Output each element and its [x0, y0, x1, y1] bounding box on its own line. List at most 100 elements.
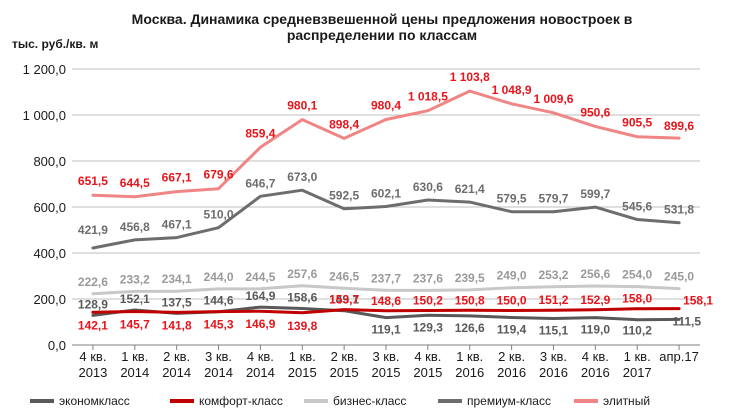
x-tick-label: 1 кв.	[624, 349, 651, 364]
data-label: 651,5	[78, 174, 108, 188]
series-line-2	[91, 284, 681, 296]
data-label: 146,9	[245, 317, 275, 331]
data-label: 249,0	[497, 269, 527, 283]
data-label: 602,1	[371, 187, 401, 201]
x-tick-label: 2014	[162, 365, 191, 380]
data-label: 244,5	[245, 270, 275, 284]
x-tick-label: 2015	[288, 365, 317, 380]
x-tick-label: 3 кв.	[372, 349, 399, 364]
data-label: 253,2	[538, 268, 568, 282]
data-label: 1 103,8	[450, 70, 490, 84]
data-label: 128,9	[78, 297, 108, 311]
data-label: 145,7	[120, 317, 150, 331]
data-label: 630,6	[413, 180, 443, 194]
gridlines	[72, 68, 700, 346]
data-label: 137,5	[162, 295, 192, 309]
x-tick-label: 2013	[78, 365, 107, 380]
data-label: 257,6	[287, 267, 317, 281]
y-tick-label: 1 000,0	[23, 108, 66, 123]
x-tick-label: 2016	[455, 365, 484, 380]
data-label: 1 018,5	[408, 90, 448, 104]
data-label: 152,1	[120, 292, 150, 306]
data-label: 254,0	[622, 268, 652, 282]
data-label: 245,0	[664, 270, 694, 284]
data-label: 115,1	[539, 324, 569, 338]
y-tick-label: 0,0	[48, 338, 66, 353]
data-label: 646,7	[245, 176, 275, 190]
data-label: 592,5	[329, 189, 359, 203]
data-label: 111,5	[672, 314, 701, 328]
x-tick-label: 2015	[413, 365, 442, 380]
data-label: 139,8	[287, 319, 317, 333]
data-label: 158,0	[622, 292, 652, 306]
legend-label: бизнес-класс	[333, 394, 406, 408]
data-label: 599,7	[580, 187, 610, 201]
data-label: 148,6	[371, 294, 401, 308]
data-label: 239,5	[455, 271, 485, 285]
data-label: 237,6	[413, 271, 443, 285]
x-tick-label: 2014	[204, 365, 233, 380]
data-label: 237,7	[371, 271, 401, 285]
x-tick-label: 2016	[497, 365, 526, 380]
data-label: 164,9	[245, 289, 275, 303]
data-label: 145,3	[204, 318, 234, 332]
data-label: 673,0	[287, 170, 317, 184]
data-label: 110,2	[623, 324, 653, 338]
x-tick-label: 2014	[246, 365, 275, 380]
y-axis-ticks: 0,0 200,0 400,0 600,0 800,0 1 000,0 1 200,0	[23, 62, 66, 353]
data-label: 421,9	[78, 223, 108, 237]
data-label: 222,6	[78, 275, 108, 289]
x-tick-label: 4 кв.	[414, 349, 441, 364]
chart-title-line-1: Москва. Динамика средневзвешенной цены п…	[132, 11, 633, 27]
data-label: 456,8	[120, 220, 150, 234]
y-tick-label: 800,0	[33, 154, 66, 169]
data-label: 899,6	[664, 119, 694, 133]
data-label: 579,5	[497, 192, 527, 206]
y-tick-label: 600,0	[33, 200, 66, 215]
data-label: 158,6	[287, 291, 317, 305]
x-tick-label: апр.17	[659, 349, 699, 364]
data-label: 679,6	[204, 168, 234, 182]
data-label: 545,6	[622, 200, 652, 214]
y-tick-label: 1 200,0	[23, 62, 66, 77]
x-tick-label: 1 кв.	[289, 349, 316, 364]
x-tick-label: 3 кв.	[205, 349, 232, 364]
data-label: 233,2	[120, 272, 150, 286]
y-tick-label: 400,0	[33, 246, 66, 261]
x-tick-label: 2016	[539, 365, 568, 380]
data-label: 621,4	[455, 182, 485, 196]
data-label: 141,8	[162, 318, 192, 332]
series-line-4	[91, 89, 681, 199]
data-label: 256,6	[580, 267, 610, 281]
legend-label: комфорт-класс	[199, 394, 283, 408]
x-tick-label: 4 кв.	[247, 349, 274, 364]
data-label: 467,1	[162, 218, 192, 232]
data-label: 859,4	[245, 126, 275, 140]
x-tick-label: 2015	[330, 365, 359, 380]
x-tick-label: 1 кв.	[121, 349, 148, 364]
legend-label: премиум-класс	[467, 394, 551, 408]
data-label: 579,7	[538, 192, 568, 206]
chart-title-line-2: распределении по классам	[287, 27, 477, 43]
data-label: 1 048,9	[492, 83, 532, 97]
data-label: 644,5	[120, 176, 150, 190]
series-line-1	[91, 307, 681, 315]
data-label: 150,0	[497, 294, 527, 308]
x-tick-label: 2017	[623, 365, 652, 380]
data-label: 149,1	[329, 293, 359, 307]
data-label: 244,0	[204, 270, 234, 284]
series-line-3	[91, 188, 681, 250]
x-tick-label: 2014	[120, 365, 149, 380]
y-axis-unit-label: тыс. руб./кв. м	[12, 37, 98, 51]
data-label: 126,6	[455, 321, 485, 335]
data-label: 150,8	[455, 293, 485, 307]
data-label: 129,3	[413, 320, 443, 334]
legend-label: элитный	[603, 394, 650, 408]
data-label: 144,6	[204, 294, 234, 308]
legend: экономкласс комфорт-класс бизнес-класс прем…	[30, 394, 650, 408]
data-label: 667,1	[162, 171, 192, 185]
data-label: 142,1	[78, 318, 108, 332]
